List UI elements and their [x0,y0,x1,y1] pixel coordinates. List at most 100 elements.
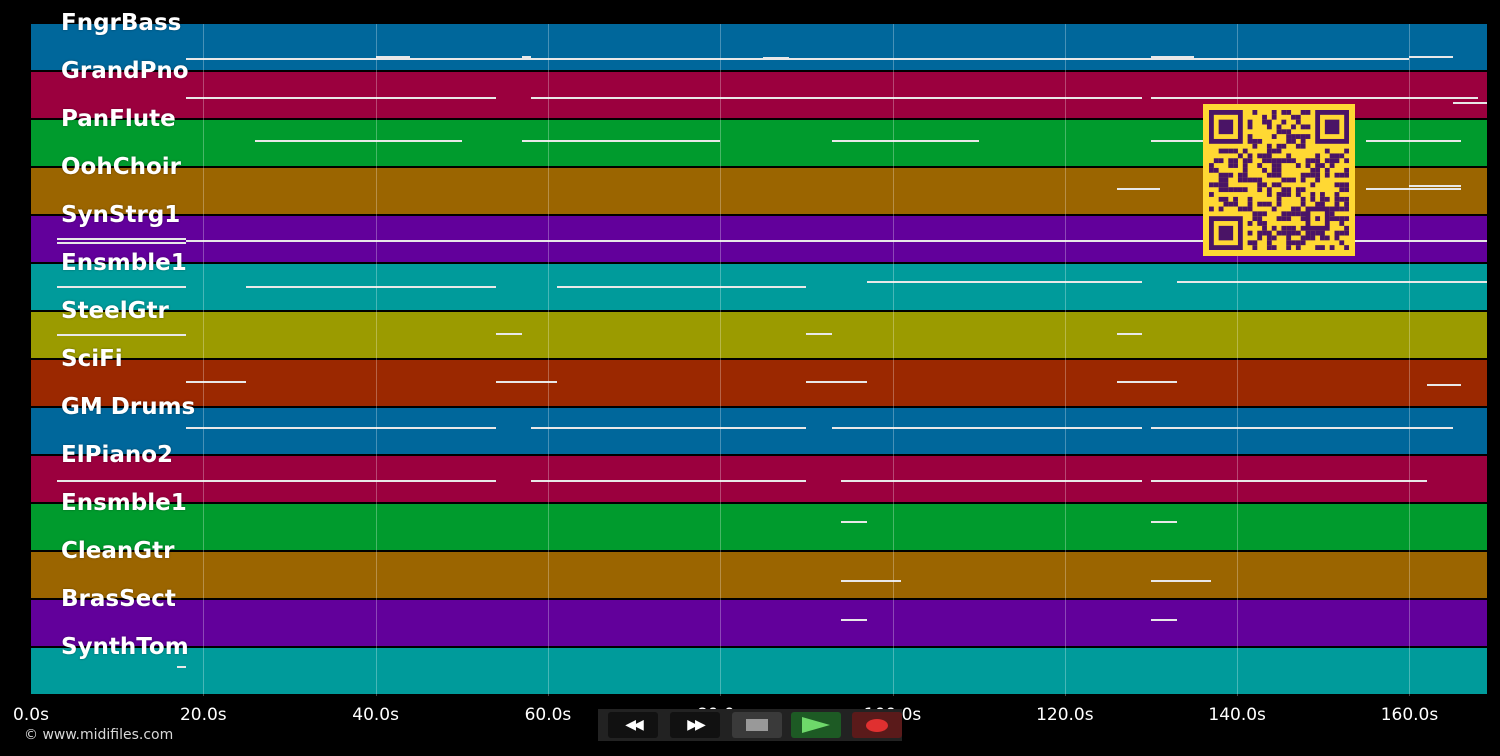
tick-label: 120.0s [1036,705,1094,725]
track-label: ElPiano2 [61,442,174,468]
record-button[interactable] [852,712,902,738]
play-button[interactable] [791,712,841,738]
fast-forward-button[interactable]: ▶▶ [670,712,720,738]
note [840,619,867,621]
track-label: SynthTom [61,634,189,660]
note [496,381,557,383]
qr-code [1203,104,1355,256]
note [56,480,497,482]
track-lane[interactable] [31,264,1487,310]
note [186,381,247,383]
gridline [203,24,205,696]
note [840,480,1143,482]
note [556,286,807,288]
tick-label: 20.0s [179,705,227,725]
track-lane[interactable] [31,408,1487,454]
note [186,97,497,99]
note [1151,56,1195,58]
track-label: CleanGtr [61,538,175,564]
note [530,427,807,429]
track-lane[interactable] [31,312,1487,358]
gridline [892,24,894,696]
note [806,97,1143,99]
play-icon [802,717,830,733]
note [1116,381,1177,383]
note [806,333,833,335]
note [1366,188,1462,190]
gridline [720,24,722,696]
note [1151,580,1212,582]
record-icon [866,718,888,732]
track-label: FngrBass [61,10,182,36]
tick-label: 160.0s [1380,705,1439,725]
gridline [1237,24,1239,696]
note [1116,188,1160,190]
note [1116,333,1143,335]
tick-label: 40.0s [352,705,399,725]
note [56,334,187,336]
track-label: Ensmble1 [61,490,187,516]
track-label: GM Drums [61,394,196,420]
track-label: SteelGtr [61,298,169,324]
note [840,580,902,582]
track-label: SciFi [61,346,123,372]
note [1366,140,1462,142]
copyright-text: © www.midifiles.com [24,727,174,743]
stop-icon [746,719,768,731]
track-lane[interactable] [31,552,1487,598]
note [1409,56,1453,58]
note [522,56,531,58]
note [375,56,411,58]
gridline [1064,24,1066,696]
note [1151,427,1453,429]
note [186,58,1410,60]
gridline [547,24,549,696]
track-label: BrasSect [61,586,176,612]
track-label: GrandPno [61,58,189,84]
note [1151,480,1427,482]
note [530,480,807,482]
track-lane[interactable] [31,360,1487,406]
note [56,238,187,240]
note [1151,521,1177,523]
track-label: PanFlute [61,106,176,132]
track-label: Ensmble1 [61,250,187,276]
note [530,97,807,99]
note [177,666,187,668]
track-lane[interactable] [31,504,1487,550]
note [866,281,1143,283]
rewind-button[interactable]: ◀◀ [608,712,658,738]
note [186,427,497,429]
note [246,286,497,288]
transport-bar: ◀◀ ▶▶ [598,709,902,741]
track-label: SynStrg1 [61,202,181,228]
note [496,333,523,335]
note [186,240,1487,242]
note [255,140,462,142]
note [1151,619,1177,621]
track-lane[interactable] [31,648,1487,694]
note [1409,185,1462,187]
track-lane[interactable] [31,24,1487,70]
note [832,140,979,142]
note [832,427,1143,429]
track-label: OohChoir [61,154,182,180]
track-lane[interactable] [31,456,1487,502]
note [1452,102,1487,104]
note [1151,97,1479,99]
rewind-icon: ◀◀ [625,717,643,733]
fast-forward-icon: ▶▶ [687,717,705,733]
note [1426,384,1462,386]
note [806,381,867,383]
tick-label: 60.0s [524,705,572,725]
note [1176,281,1487,283]
note [840,521,867,523]
note [56,286,187,288]
stop-button[interactable] [732,712,782,738]
track-lane[interactable] [31,600,1487,646]
note [522,140,721,142]
note [56,242,187,244]
tick-label: 140.0s [1208,705,1266,725]
gridline [1409,24,1411,696]
tick-label: 0.0s [13,705,49,725]
